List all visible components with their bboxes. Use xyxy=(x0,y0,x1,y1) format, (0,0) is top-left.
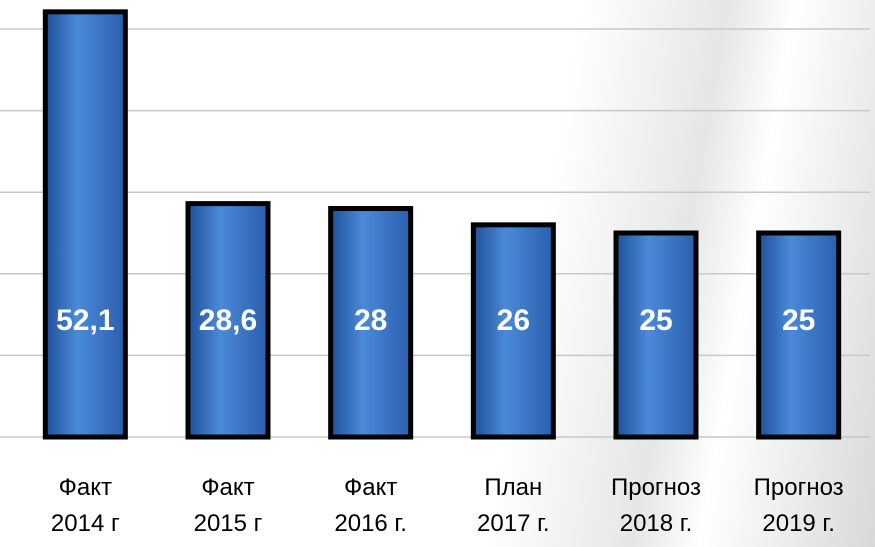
x-tick-label: Факт 2015 г xyxy=(193,474,263,537)
x-tick-label: Факт 2016 г. xyxy=(334,474,407,537)
bar xyxy=(185,201,271,440)
x-tick-label: Прогноз 2019 г. xyxy=(753,474,844,537)
bar xyxy=(328,206,414,440)
value-label: 25 xyxy=(639,304,672,337)
value-label: 26 xyxy=(497,304,530,337)
x-tick-label: План 2017 г. xyxy=(477,474,550,537)
value-label: 28,6 xyxy=(199,304,257,337)
bar xyxy=(756,230,842,440)
bar xyxy=(613,230,699,440)
value-label: 28 xyxy=(354,304,387,337)
bar xyxy=(470,222,556,440)
bar xyxy=(42,9,128,440)
value-label: 52,1 xyxy=(56,304,114,337)
x-tick-label: Прогноз 2018 г. xyxy=(610,474,702,537)
x-tick-label: Факт 2014 г xyxy=(50,474,120,537)
value-label: 25 xyxy=(782,304,815,337)
